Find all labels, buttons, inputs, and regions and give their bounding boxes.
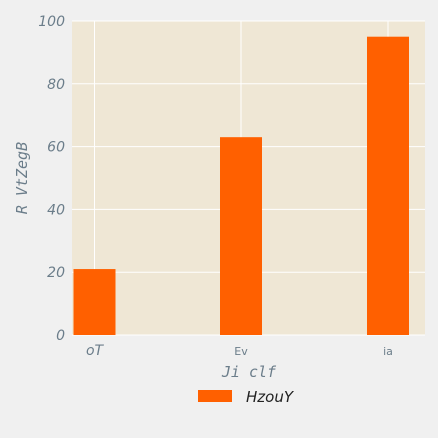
bar-oT	[73, 269, 116, 335]
y-tick-label: 0	[56, 328, 65, 344]
x-tick-label: ia	[383, 345, 393, 358]
y-tick-label: 20	[47, 265, 65, 281]
y-axis-ticks: 0 20 40 60 80 100	[38, 14, 65, 344]
legend: HzouY	[198, 388, 295, 406]
y-axis-label: R VtZegB	[13, 142, 31, 214]
y-tick-label: 100	[38, 14, 65, 30]
x-axis-label: Ji clf	[221, 363, 277, 381]
bar-ia	[367, 36, 409, 335]
bars	[73, 36, 409, 335]
x-tick-label: Ev	[234, 345, 248, 358]
y-tick-label: 60	[47, 140, 65, 156]
legend-label: HzouY	[246, 388, 295, 406]
y-tick-label: 40	[47, 202, 65, 218]
bar-Ev	[220, 137, 262, 335]
x-axis-ticks: oT Ev ia	[86, 343, 393, 359]
legend-swatch	[198, 390, 232, 402]
y-tick-label: 80	[47, 77, 65, 93]
x-tick-label: oT	[86, 343, 105, 359]
